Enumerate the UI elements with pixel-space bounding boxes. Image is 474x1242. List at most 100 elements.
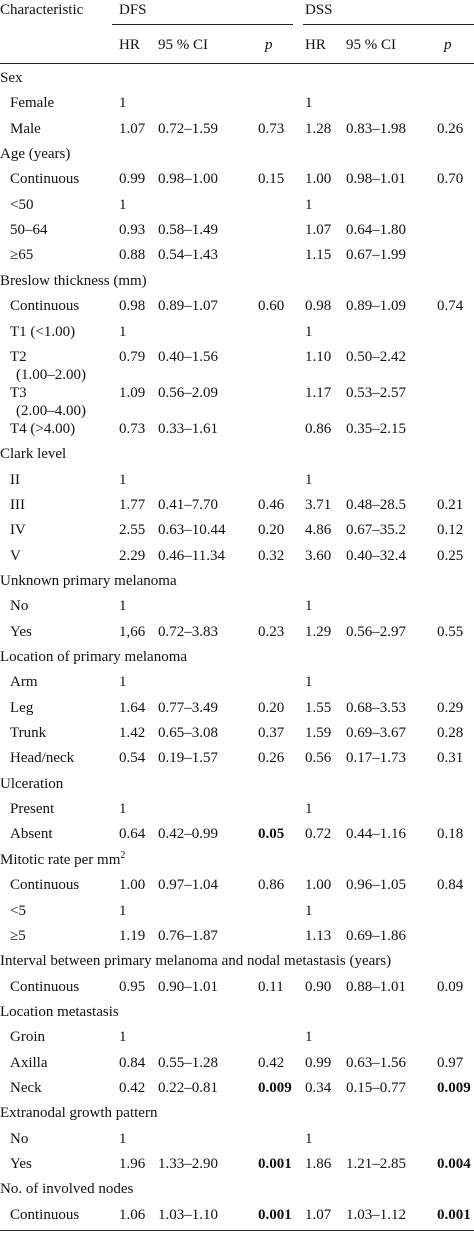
section-label: No. of involved nodes: [0, 1181, 134, 1198]
cell-dss-ci: 0.40–32.4: [346, 547, 406, 564]
cell-dfs-hr: 1: [119, 95, 127, 112]
cell-dss-p: 0.74: [437, 298, 464, 315]
cell-dfs-ci: 0.72–3.83: [158, 623, 218, 640]
cell-dfs-hr: 1.06: [119, 1206, 146, 1223]
cell-dfs-hr: 0.79: [119, 348, 146, 365]
row-label: T4 (>4.00): [10, 420, 76, 437]
cell-dfs-ci: 0.58–1.49: [158, 222, 218, 239]
row-label: T2: [10, 348, 27, 365]
cell-dss-p: 0.001: [437, 1206, 471, 1223]
row-label: T1 (<1.00): [10, 323, 76, 340]
cell-dss-hr: 0.56: [305, 750, 332, 767]
cell-dfs-p: 0.15: [258, 171, 285, 188]
cell-dfs-hr: 1: [119, 902, 127, 919]
cell-dss-p: 0.25: [437, 547, 464, 564]
cell-dfs-ci: 0.72–1.59: [158, 120, 218, 137]
cell-dfs-hr: 1.77: [119, 496, 146, 513]
row-label: <50: [10, 196, 34, 213]
cell-dss-hr: 1.10: [305, 348, 332, 365]
cell-dfs-p: 0.11: [258, 978, 284, 995]
superscript: 2: [120, 849, 126, 861]
row-label: 50–64: [10, 222, 48, 239]
cell-dss-p: 0.21: [437, 496, 464, 513]
cell-dfs-hr: 1.42: [119, 725, 146, 742]
row-label-continued: (1.00–2.00): [16, 366, 86, 383]
cell-dss-p: 0.26: [437, 120, 464, 137]
cell-dfs-ci: 0.56–2.09: [158, 384, 218, 401]
cell-dfs-ci: 0.90–1.01: [158, 978, 218, 995]
cell-dss-ci: 0.96–1.05: [346, 877, 406, 894]
cell-dfs-p: 0.001: [258, 1156, 292, 1172]
cell-dfs-ci: 0.40–1.56: [158, 348, 218, 365]
cell-dss-hr: 1.00: [305, 877, 332, 894]
cell-dfs-p: 0.60: [258, 298, 285, 315]
cell-dss-hr: 3.60: [305, 547, 332, 564]
cell-dss-p: 0.18: [437, 826, 464, 843]
dss-group-rule: [303, 24, 474, 25]
section-heading: Breslow thickness (mm): [0, 273, 147, 289]
section-heading: Age (years): [0, 146, 70, 162]
row-label: No: [10, 598, 29, 615]
row-label: ≥5: [10, 927, 26, 944]
cell-dfs-hr: 1.00: [119, 877, 146, 894]
row-label: Continuous: [10, 298, 80, 315]
row-label: Leg: [10, 699, 34, 716]
row-label: Head/neck: [10, 750, 75, 767]
cell-dss-hr: 1.00: [305, 171, 332, 188]
cell-dfs-p: 0.73: [258, 120, 285, 137]
cell-dss-hr: 1: [305, 674, 313, 691]
row-label: T3: [10, 384, 27, 401]
header-dfs-ci: 95 % CI: [158, 37, 208, 53]
cell-dss-hr: 1: [305, 801, 313, 818]
cell-dfs-hr: 0.54: [119, 750, 146, 767]
cell-dfs-hr: 0.73: [119, 420, 146, 437]
cell-dfs-hr: 1: [119, 1130, 127, 1147]
cell-dfs-hr: 0.64: [119, 826, 146, 843]
row-label: Continuous: [10, 1206, 80, 1223]
cell-dss-ci: 0.83–1.98: [346, 120, 406, 137]
cell-dss-hr: 1.55: [305, 699, 332, 716]
cell-dfs-hr: 1.19: [119, 927, 146, 944]
section-heading: Unknown primary melanoma: [0, 573, 177, 589]
cell-dss-p: 0.29: [437, 699, 464, 716]
header-dss-ci: 95 % CI: [346, 37, 396, 53]
cell-dfs-p: 0.20: [258, 522, 285, 539]
cell-dfs-ci: 0.98–1.00: [158, 171, 218, 188]
cell-dfs-ci: 0.33–1.61: [158, 420, 218, 437]
cell-dfs-hr: 0.88: [119, 247, 146, 264]
cell-dfs-p: 0.23: [258, 623, 285, 640]
section-heading: Extranodal growth pattern: [0, 1105, 157, 1121]
cell-dfs-ci: 0.97–1.04: [158, 877, 218, 894]
cell-dss-hr: 1: [305, 1130, 313, 1147]
row-label-continued: (2.00–4.00): [16, 402, 86, 419]
cell-dss-hr: 1: [305, 471, 313, 488]
cell-dss-ci: 0.44–1.16: [346, 826, 406, 843]
cell-dss-hr: 1.59: [305, 725, 332, 742]
cell-dfs-p: 0.37: [258, 725, 285, 742]
cell-dfs-p: 0.20: [258, 699, 285, 716]
cell-dss-ci: 0.67–1.99: [346, 247, 406, 264]
cell-dss-hr: 1.15: [305, 247, 332, 264]
section-label: Unknown primary melanoma: [0, 572, 177, 589]
cell-dss-hr: 1.07: [305, 222, 332, 239]
cell-dss-p: 0.004: [437, 1156, 471, 1172]
cell-dfs-p: 0.46: [258, 496, 285, 513]
cell-dfs-p: 0.26: [258, 750, 285, 767]
cell-dss-ci: 0.17–1.73: [346, 750, 406, 767]
row-label: II: [10, 471, 20, 488]
row-label: Groin: [10, 1029, 45, 1046]
section-label: Interval between primary melanoma and no…: [0, 953, 392, 970]
section-label: Mitotic rate per mm: [0, 851, 121, 868]
cell-dss-hr: 0.34: [305, 1079, 332, 1096]
section-label: Age (years): [0, 146, 71, 163]
cell-dss-p: 0.31: [437, 750, 464, 767]
cell-dss-hr: 1: [305, 1029, 313, 1046]
cell-dss-ci: 0.69–3.67: [346, 725, 406, 742]
cell-dss-hr: 0.99: [305, 1054, 332, 1071]
cell-dfs-ci: 1.03–1.10: [158, 1206, 218, 1223]
cell-dfs-hr: 0.99: [119, 171, 146, 188]
cell-dss-ci: 0.56–2.97: [346, 623, 406, 640]
cell-dss-ci: 0.35–2.15: [346, 420, 406, 437]
row-label: Neck: [10, 1079, 42, 1096]
